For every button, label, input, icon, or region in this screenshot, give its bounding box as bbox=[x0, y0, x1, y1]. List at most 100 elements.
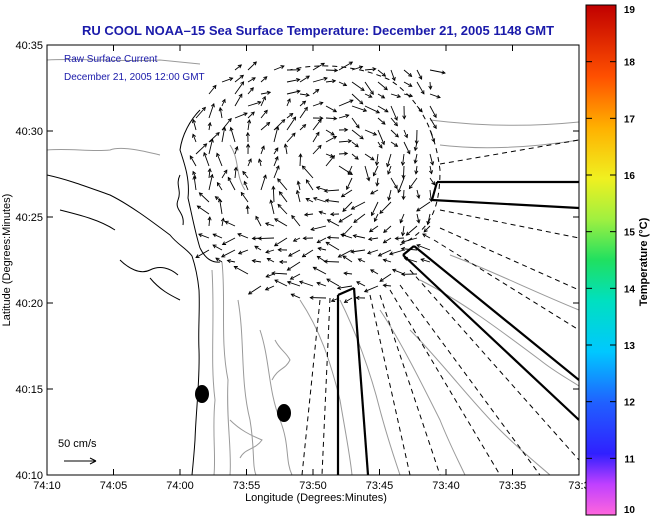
current-vector bbox=[247, 111, 255, 119]
current-vector bbox=[274, 279, 288, 287]
current-vector-head bbox=[280, 65, 285, 69]
current-vector-head bbox=[382, 239, 388, 244]
current-vector-head bbox=[366, 250, 372, 255]
current-vector-head bbox=[383, 86, 388, 91]
current-vector-head bbox=[413, 146, 418, 152]
current-vector-head bbox=[416, 244, 421, 248]
current-vector-head bbox=[242, 170, 247, 176]
current-vector-head bbox=[189, 155, 194, 160]
current-vector-head bbox=[373, 217, 378, 223]
current-vector-head bbox=[310, 226, 315, 232]
current-vector bbox=[296, 190, 301, 203]
current-vector bbox=[416, 213, 420, 223]
current-vector bbox=[221, 249, 236, 258]
current-vector bbox=[312, 102, 323, 107]
colorbar-tick-label: 12 bbox=[624, 398, 636, 409]
current-vector bbox=[389, 249, 405, 255]
current-vector-head bbox=[359, 100, 364, 105]
current-vector bbox=[383, 284, 392, 287]
current-vector-head bbox=[315, 131, 320, 136]
current-vector bbox=[390, 93, 401, 98]
current-vector-head bbox=[406, 150, 411, 155]
current-vector bbox=[338, 152, 348, 155]
current-vector bbox=[351, 66, 363, 71]
x-tick-label: 74:05 bbox=[100, 480, 128, 492]
current-vector-head bbox=[367, 236, 373, 242]
current-vector bbox=[379, 273, 392, 282]
current-vector bbox=[338, 99, 354, 107]
current-vector-head bbox=[220, 217, 225, 222]
current-vector-head bbox=[317, 144, 322, 149]
current-vector bbox=[364, 129, 377, 136]
chart-title: RU COOL NOAA–15 Sea Surface Temperature:… bbox=[82, 23, 554, 38]
current-vector bbox=[193, 176, 197, 191]
current-vector-head bbox=[418, 108, 423, 113]
current-vector-head bbox=[400, 272, 406, 277]
current-vector bbox=[379, 201, 392, 214]
current-vector-head bbox=[196, 205, 201, 210]
current-vector bbox=[338, 140, 352, 143]
current-vector bbox=[376, 153, 379, 166]
current-vector-head bbox=[343, 299, 349, 303]
current-vector-head bbox=[372, 172, 377, 177]
current-vector bbox=[338, 213, 353, 223]
current-vector-head bbox=[323, 76, 328, 81]
current-vector-head bbox=[324, 198, 330, 203]
current-vector bbox=[364, 285, 379, 293]
current-vector-head bbox=[301, 253, 307, 258]
current-vector bbox=[325, 80, 336, 83]
current-vector bbox=[318, 247, 327, 251]
current-vector-head bbox=[203, 143, 208, 148]
current-vector-head bbox=[315, 88, 320, 93]
colorbar-tick-label: 15 bbox=[624, 228, 636, 239]
current-vector-head bbox=[274, 279, 279, 284]
current-vector bbox=[364, 68, 376, 71]
current-vector bbox=[299, 154, 302, 167]
current-vector-head bbox=[387, 170, 392, 175]
current-vector-head bbox=[379, 209, 384, 214]
current-vector-head bbox=[394, 133, 399, 138]
current-vector bbox=[247, 101, 261, 107]
current-vector bbox=[377, 129, 385, 145]
current-vector-head bbox=[234, 145, 239, 151]
current-vector bbox=[390, 117, 398, 126]
scale-arrow bbox=[64, 457, 97, 465]
current-vector-head bbox=[305, 179, 310, 184]
current-vector-head bbox=[315, 186, 321, 191]
current-vector-head bbox=[355, 124, 360, 129]
current-vector bbox=[429, 117, 437, 129]
current-vector-head bbox=[245, 131, 250, 137]
current-vector bbox=[293, 237, 301, 242]
current-vector bbox=[317, 237, 327, 243]
current-vector-head bbox=[441, 70, 446, 75]
current-vector-head bbox=[312, 196, 318, 201]
current-vector-head bbox=[413, 159, 418, 165]
current-vector-head bbox=[380, 94, 386, 99]
current-vector bbox=[370, 189, 379, 195]
current-vector-head bbox=[192, 133, 196, 138]
current-vector-head bbox=[342, 255, 347, 260]
current-vector bbox=[208, 103, 215, 119]
current-vector-head bbox=[381, 72, 387, 77]
current-vector bbox=[351, 141, 359, 148]
current-vector bbox=[286, 113, 293, 119]
current-vector-head bbox=[212, 84, 217, 89]
colorbar-tick-label: 13 bbox=[624, 341, 636, 352]
current-vector-head bbox=[212, 233, 217, 238]
current-vector-head bbox=[391, 76, 396, 82]
current-vector-head bbox=[265, 249, 270, 254]
current-vector-head bbox=[278, 259, 284, 264]
current-vector bbox=[273, 156, 279, 167]
current-vector bbox=[351, 249, 366, 253]
current-vector bbox=[219, 107, 223, 119]
current-vector bbox=[302, 165, 314, 179]
current-vector-head bbox=[289, 112, 294, 117]
current-vector-head bbox=[291, 132, 296, 137]
current-vector bbox=[368, 237, 379, 240]
current-vector bbox=[217, 182, 223, 191]
current-vector bbox=[374, 213, 379, 222]
current-vector bbox=[213, 233, 223, 239]
current-vector-head bbox=[430, 161, 435, 166]
current-vector bbox=[325, 136, 337, 143]
current-vector-head bbox=[210, 103, 215, 108]
